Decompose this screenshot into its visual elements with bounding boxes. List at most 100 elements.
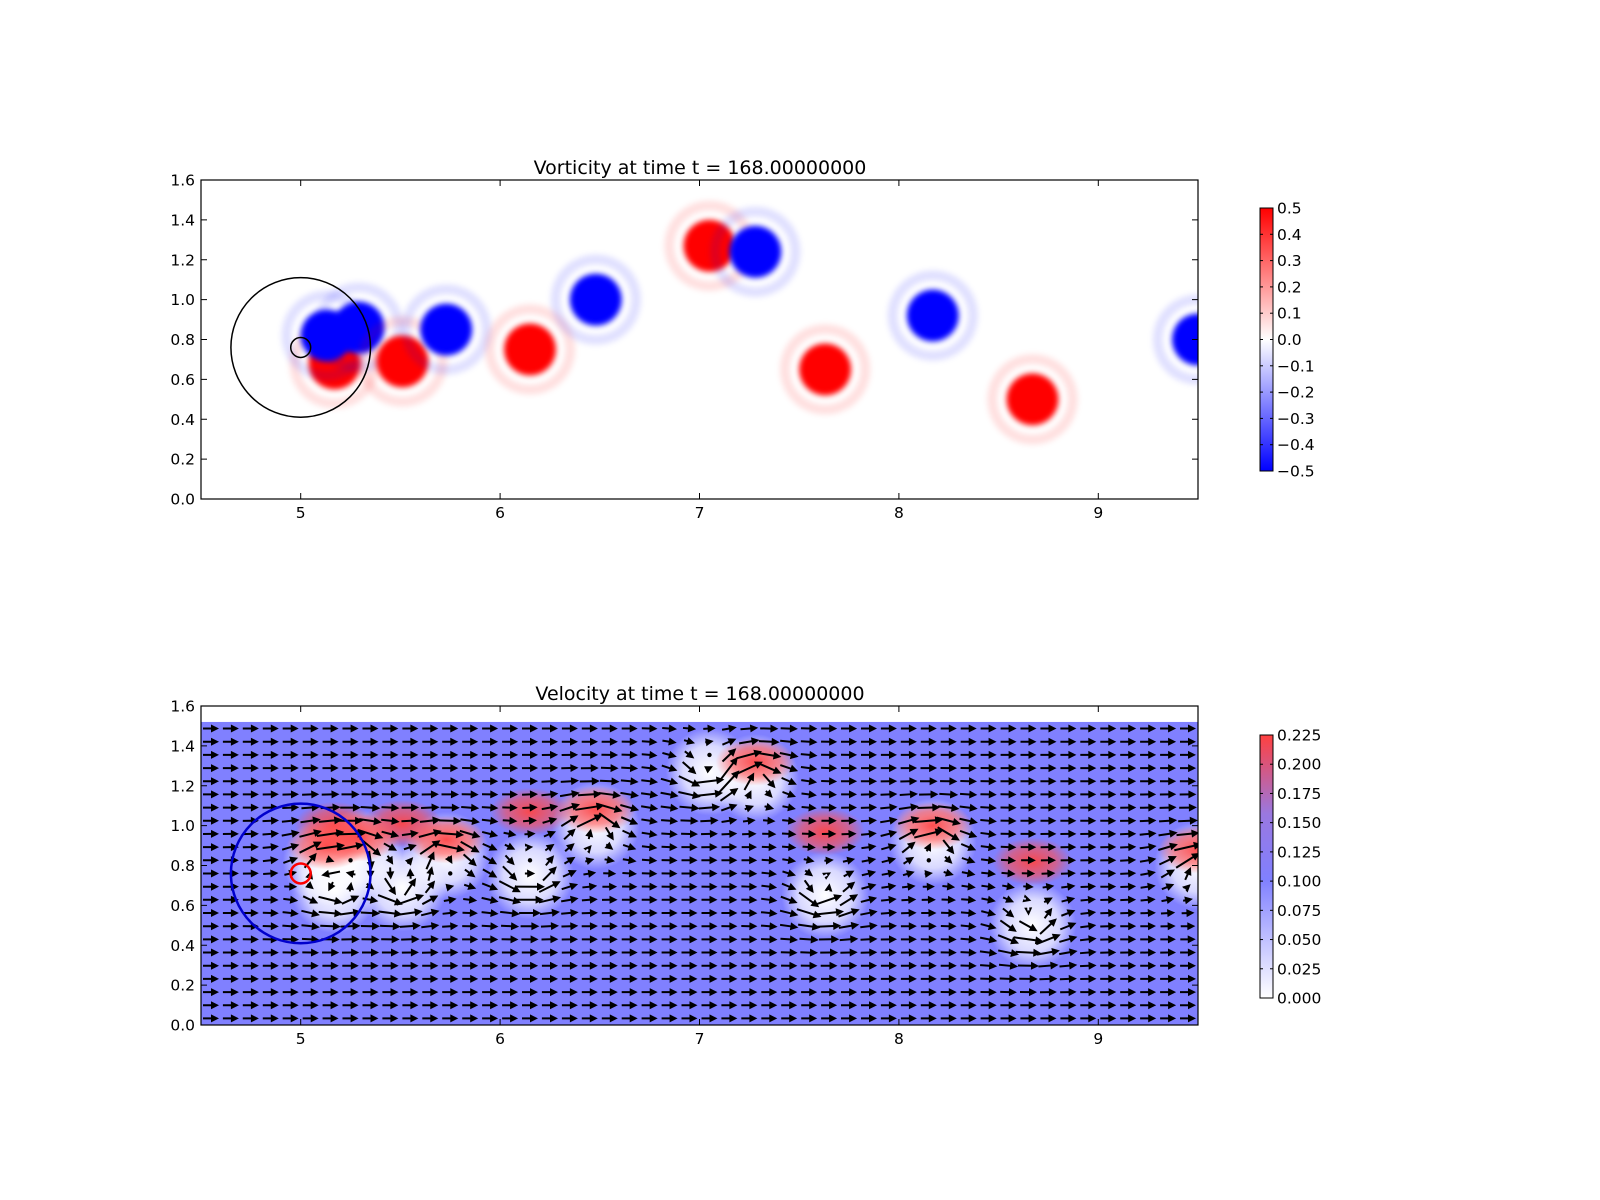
quiver-arrow	[744, 790, 752, 800]
quiver-arrow	[1040, 1014, 1057, 1023]
quiver-arrow	[980, 777, 997, 786]
quiver-arrow	[761, 856, 777, 865]
quiver-arrow	[960, 988, 977, 997]
quiver-arrow	[203, 790, 219, 799]
quiver-arrow	[504, 842, 516, 850]
vortex-halo	[779, 324, 871, 415]
quiver-arrow	[1060, 988, 1077, 997]
quiver-arrow	[1158, 842, 1178, 851]
quiver-arrow	[880, 816, 898, 825]
quiver-arrow	[561, 737, 578, 746]
quiver-arrow	[1160, 724, 1177, 733]
quiver-arrow	[842, 843, 856, 852]
quiver-arrow	[1100, 869, 1117, 878]
quiver-arrow	[542, 866, 557, 882]
quiver-arrow	[980, 750, 997, 759]
quiver-arrow	[1140, 750, 1157, 759]
quiver-arrow	[1000, 724, 1017, 733]
quiver-arrow	[462, 750, 479, 759]
quiver-arrow	[861, 882, 877, 891]
quiver-arrow	[981, 895, 996, 904]
quiver-arrow	[621, 948, 638, 957]
quiver-arrow	[399, 922, 421, 930]
quiver-arrow	[741, 922, 758, 931]
quiver-arrow	[661, 948, 678, 957]
quiver-arrow	[959, 817, 978, 825]
quiver-arrow	[782, 816, 797, 825]
quiver-arrow	[362, 737, 379, 746]
quiver-arrow	[701, 948, 718, 957]
quiver-arrow	[538, 881, 561, 893]
quiver-arrow	[701, 974, 718, 983]
quiver-arrow	[779, 909, 799, 918]
quiver-arrow	[1175, 853, 1198, 869]
quiver-arrow	[422, 737, 439, 746]
quiver-arrow	[203, 961, 219, 970]
quiver-arrow	[742, 817, 756, 825]
quiver-arrow	[880, 988, 897, 997]
quiver-arrow	[482, 843, 498, 851]
quiver-arrow	[422, 961, 439, 970]
quiver-dot	[448, 871, 453, 876]
quiver-arrow	[798, 922, 821, 931]
vorticity-colorbar-tick-label: 0.2	[1277, 278, 1302, 296]
quiver-arrow	[1140, 895, 1156, 904]
quiver-arrow	[740, 724, 759, 733]
quiver-arrow	[1160, 922, 1176, 931]
quiver-arrow	[721, 748, 737, 763]
quiver-arrow	[1160, 764, 1177, 773]
quiver-arrow	[1021, 856, 1036, 865]
quiver-arrow	[1140, 974, 1157, 983]
quiver-arrow	[322, 764, 339, 773]
velocity-colorbar-tick-label: 0.100	[1277, 873, 1321, 891]
quiver-arrow	[1022, 894, 1032, 903]
quiver-arrow	[1041, 869, 1056, 878]
quiver-arrow	[203, 777, 219, 786]
quiver-arrow	[421, 922, 440, 930]
quiver-arrow	[342, 737, 359, 746]
quiver-arrow	[598, 812, 621, 829]
quiver-arrow	[861, 869, 877, 878]
velocity-xtick-label: 8	[894, 1030, 904, 1048]
quiver-arrow	[861, 830, 877, 838]
quiver-arrow	[722, 738, 737, 746]
quiver-arrow	[442, 764, 459, 773]
velocity-xtick-label: 6	[495, 1030, 505, 1048]
quiver-arrow	[362, 895, 379, 904]
quiver-arrow	[419, 840, 441, 855]
quiver-arrow	[701, 909, 718, 917]
quiver-arrow	[1120, 803, 1137, 812]
quiver-arrow	[1080, 869, 1097, 878]
quiver-arrow	[442, 935, 459, 944]
quiver-arrow	[262, 961, 279, 970]
quiver-arrow	[302, 961, 319, 970]
quiver-arrow	[381, 790, 399, 799]
quiver-arrow	[661, 869, 678, 878]
quiver-arrow	[1100, 724, 1117, 733]
quiver-arrow	[721, 974, 738, 983]
quiver-arrow	[1160, 750, 1177, 759]
quiver-arrow	[1139, 816, 1157, 825]
vorticity-ytick-label: 0.2	[170, 451, 195, 469]
quiver-arrow	[382, 1001, 399, 1010]
quiver-arrow	[396, 893, 425, 906]
quiver-arrow	[284, 882, 298, 891]
quiver-arrow	[861, 856, 877, 865]
quiver-arrow	[341, 895, 360, 905]
quiver-arrow	[1140, 1014, 1157, 1023]
quiver-arrow	[662, 737, 677, 746]
quiver-arrow	[881, 869, 897, 878]
quiver-arrow	[980, 988, 997, 997]
quiver-arrow	[1042, 883, 1055, 891]
quiver-arrow	[880, 974, 897, 983]
quiver-arrow	[402, 777, 419, 786]
vorticity-xtick-label: 9	[1093, 504, 1103, 522]
quiver-arrow	[800, 737, 818, 746]
vortex-halo	[550, 254, 641, 345]
quiver-arrow	[321, 869, 341, 878]
quiver-arrow	[1100, 895, 1117, 904]
quiver-arrow	[1140, 988, 1157, 997]
quiver-arrow	[421, 803, 440, 812]
quiver-arrow	[1160, 909, 1176, 918]
quiver-arrow	[1120, 829, 1137, 838]
